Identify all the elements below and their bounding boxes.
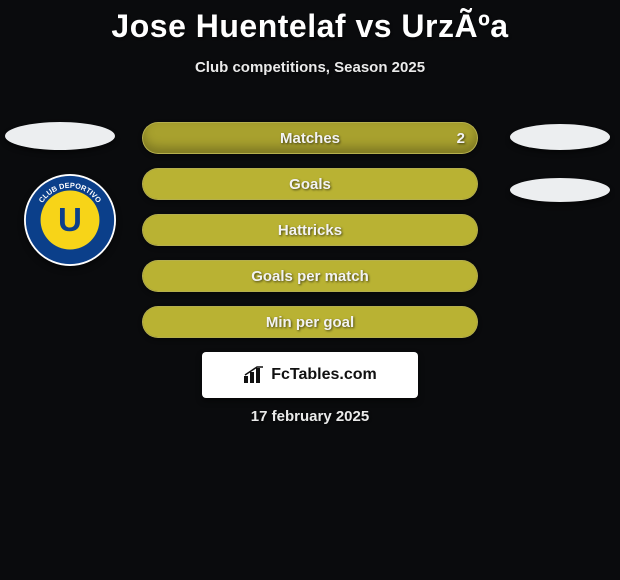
svg-text:U: U (58, 202, 82, 239)
stat-row-goals-per-match: Goals per match (142, 260, 478, 292)
bar-chart-icon (243, 366, 265, 384)
player-right-avatar-placeholder (510, 124, 610, 150)
brand-watermark: FcTables.com (202, 352, 418, 398)
comparison-card: Jose Huentelaf vs UrzÃºa Club competitio… (0, 0, 620, 580)
stats-panel: Matches 2 Goals Hattricks Goals per matc… (142, 122, 478, 352)
stat-row-goals: Goals (142, 168, 478, 200)
stat-row-hattricks: Hattricks (142, 214, 478, 246)
page-title: Jose Huentelaf vs UrzÃºa (0, 0, 620, 45)
player-left-club-badge: U CLUB DEPORTIVO (24, 174, 116, 266)
stat-row-min-per-goal: Min per goal (142, 306, 478, 338)
club-badge-icon: U CLUB DEPORTIVO (24, 174, 116, 266)
date-text: 17 february 2025 (0, 408, 620, 425)
stat-label: Matches (143, 123, 477, 154)
player-right-club-placeholder (510, 178, 610, 202)
player-left-avatar-placeholder (5, 122, 115, 150)
stat-label: Goals per match (143, 261, 477, 292)
stat-label: Goals (143, 169, 477, 200)
stat-label: Hattricks (143, 215, 477, 246)
stat-label: Min per goal (143, 307, 477, 338)
stat-row-matches: Matches 2 (142, 122, 478, 154)
stat-right-value: 2 (457, 123, 465, 154)
brand-text: FcTables.com (271, 366, 377, 384)
page-subtitle: Club competitions, Season 2025 (0, 59, 620, 76)
